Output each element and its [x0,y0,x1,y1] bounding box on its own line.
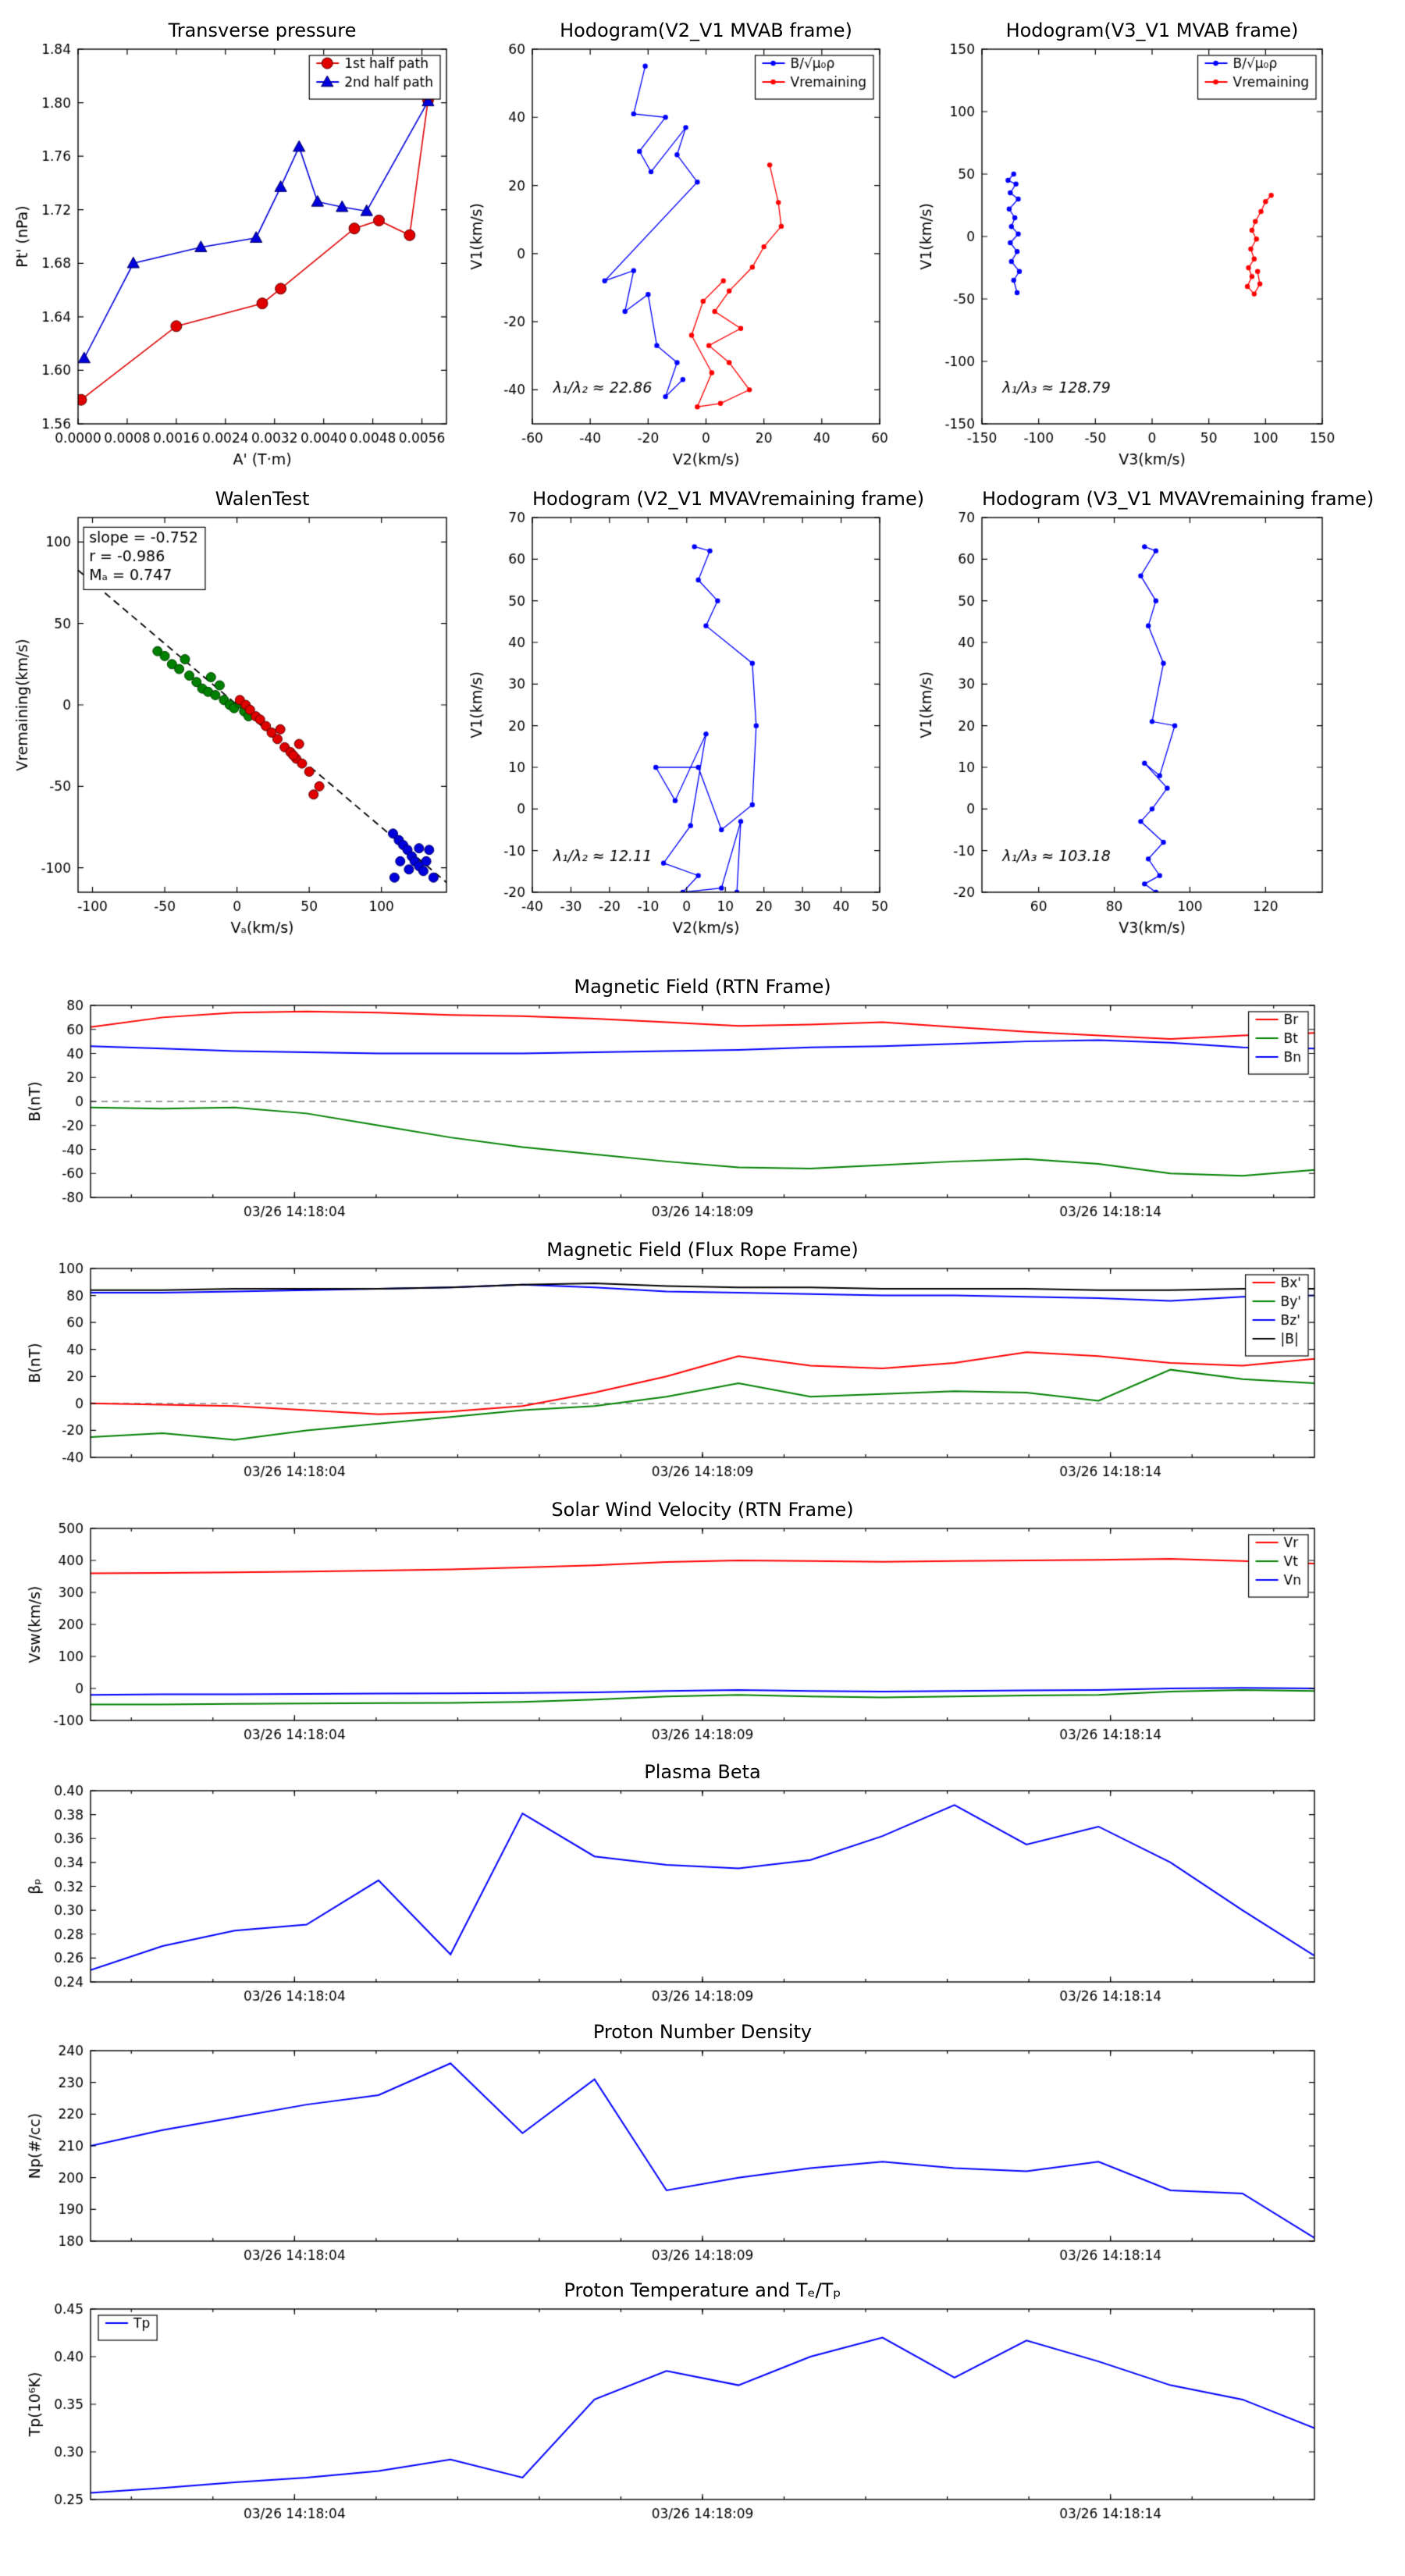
chart-proton-density: Proton Number Density [24,2018,1326,2277]
chart-hodogram-v3v1-mvab: Hodogram(V3_V1 MVAB frame) [916,12,1336,477]
hodogram-v2v1-mvab-title: Hodogram(V2_V1 MVAB frame) [560,20,852,41]
chart-hodogram-v3v1-mvav: Hodogram (V3_V1 MVAVremaining frame) [916,480,1375,945]
proton-density-plot [24,2018,1326,2277]
transverse-pressure-title: Transverse pressure [168,20,357,41]
magnetic-field-rtn-title: Magnetic Field (RTN Frame) [574,976,831,998]
magnetic-field-rtn-plot [24,973,1326,1233]
chart-proton-temperature: Proton Temperature and Tₑ/Tₚ [24,2276,1326,2535]
magnetic-field-flux-rope-title: Magnetic Field (Flux Rope Frame) [546,1239,859,1261]
hodogram-v3v1-mvab-plot [916,12,1336,477]
solar-wind-velocity-plot [24,1496,1326,1756]
proton-temperature-title: Proton Temperature and Tₑ/Tₚ [564,2279,841,2301]
chart-magnetic-field-flux-rope: Magnetic Field (Flux Rope Frame) [24,1236,1326,1493]
chart-hodogram-v2v1-mvab: Hodogram(V2_V1 MVAB frame) [466,12,894,477]
hodogram-v3v1-mvav-title: Hodogram (V3_V1 MVAVremaining frame) [982,488,1375,510]
plasma-beta-plot [24,1758,1326,2018]
proton-temperature-plot [24,2276,1326,2535]
hodogram-v3v1-mvav-plot [916,480,1336,945]
plasma-beta-title: Plasma Beta [644,1761,761,1783]
walen-test-plot [12,480,461,945]
hodogram-v2v1-mvab-plot [466,12,894,477]
chart-hodogram-v2v1-mvav: Hodogram (V2_V1 MVAVremaining frame) [466,480,925,945]
chart-plasma-beta: Plasma Beta [24,1758,1326,2018]
hodogram-v2v1-mvav-title: Hodogram (V2_V1 MVAVremaining frame) [532,488,925,510]
chart-walen-test: WalenTest [12,480,461,945]
chart-solar-wind-velocity: Solar Wind Velocity (RTN Frame) [24,1496,1326,1756]
chart-magnetic-field-rtn: Magnetic Field (RTN Frame) [24,973,1326,1233]
magnetic-field-flux-rope-plot [24,1236,1326,1493]
solar-wind-velocity-title: Solar Wind Velocity (RTN Frame) [551,1499,854,1521]
proton-density-title: Proton Number Density [592,2021,813,2043]
hodogram-v2v1-mvav-plot [466,480,894,945]
transverse-pressure-plot [12,12,461,477]
chart-transverse-pressure: Transverse pressure [12,12,461,477]
walen-test-title: WalenTest [215,488,310,510]
hodogram-v3v1-mvab-title: Hodogram(V3_V1 MVAB frame) [1005,20,1299,41]
